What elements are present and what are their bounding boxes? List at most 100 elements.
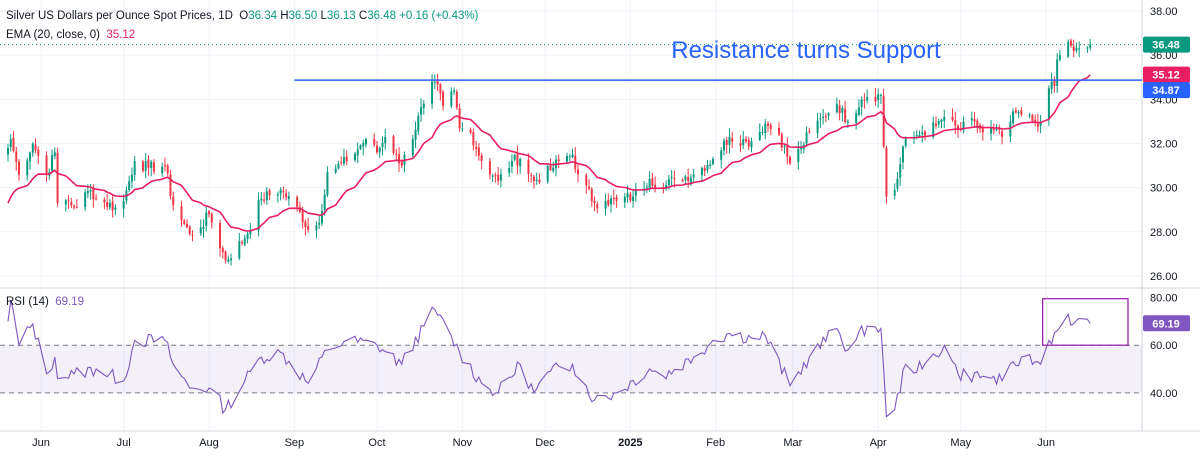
time-tick-label: Apr — [870, 437, 887, 449]
candle-body — [453, 90, 456, 92]
candle-body — [455, 91, 458, 108]
candle-body — [298, 207, 301, 212]
ema-price-tag: 35.12 — [1152, 70, 1180, 82]
candle-body — [318, 222, 321, 225]
candle-body — [863, 99, 866, 101]
candle-body — [1039, 121, 1042, 126]
candle-body — [546, 165, 549, 182]
candle-body — [243, 238, 246, 245]
candle-body — [681, 179, 684, 182]
candle-body — [860, 99, 863, 108]
candle-body — [304, 221, 307, 228]
candle-body — [557, 159, 560, 162]
candle-body — [934, 123, 937, 126]
candle-body — [249, 230, 252, 235]
candle-body — [384, 136, 387, 144]
change-value: +0.16 (+0.43%) — [399, 10, 479, 22]
resistance-price-tag: 34.87 — [1152, 85, 1180, 97]
rsi-highlight-box — [1041, 298, 1129, 346]
candle-body — [334, 168, 337, 173]
rsi-panel — [0, 298, 1142, 418]
candle-body — [472, 132, 475, 146]
time-tick-label: Mar — [783, 437, 802, 449]
candle-body — [720, 150, 723, 160]
candle-body — [166, 165, 169, 174]
candle-body — [951, 116, 954, 121]
candle-body — [566, 156, 568, 162]
candle-body — [552, 167, 555, 171]
candle-body — [320, 211, 323, 224]
candle-body — [970, 118, 973, 121]
rsi-value-tag: 69.19 — [1152, 318, 1180, 330]
candle-body — [315, 225, 318, 231]
candle-body — [1072, 46, 1075, 51]
candle-body — [568, 156, 571, 158]
candle-body — [673, 178, 676, 180]
candle-body — [103, 199, 106, 203]
grid — [0, 0, 1200, 432]
candle-body — [612, 197, 615, 199]
candle-body — [64, 200, 67, 205]
candle-body — [879, 94, 882, 96]
last-price-tag-bg — [1143, 36, 1190, 53]
candle-body — [326, 172, 329, 196]
candle-body — [202, 226, 205, 230]
candle-body — [73, 205, 76, 208]
candle-body — [205, 212, 208, 226]
candle-body — [210, 213, 213, 223]
candle-body — [450, 91, 453, 107]
candle-body — [499, 174, 502, 181]
price-tick-label: 32.00 — [1150, 139, 1178, 151]
candle-body — [84, 192, 87, 208]
candle-body — [816, 120, 819, 134]
candle-body — [133, 161, 136, 175]
candle-body — [838, 105, 841, 114]
time-tick-label: Dec — [535, 437, 555, 449]
candle-body — [257, 200, 260, 231]
candle-body — [684, 176, 687, 181]
candle-body — [144, 161, 147, 172]
time-tick-label: Jun — [1037, 437, 1055, 449]
candle-body — [494, 175, 497, 177]
candle-body — [1036, 122, 1039, 127]
candle-body — [1056, 59, 1059, 86]
candle-body — [362, 142, 365, 147]
candle-body — [648, 178, 651, 189]
candle-body — [1089, 44, 1092, 48]
candle-body — [767, 123, 770, 127]
candle-body — [442, 91, 445, 106]
candle-body — [513, 154, 516, 160]
candle-body — [106, 202, 109, 207]
candle-body — [433, 81, 436, 83]
candle-body — [805, 132, 808, 144]
candle-body — [147, 159, 150, 168]
candle-body — [70, 202, 73, 206]
candle-body — [185, 223, 188, 228]
resistance-price-tag-bg — [1143, 82, 1190, 99]
candle-body — [995, 128, 998, 130]
candle-body — [95, 198, 98, 200]
candle-body — [538, 179, 541, 183]
candle-body — [665, 184, 668, 189]
candle-body — [1067, 41, 1070, 57]
rsi-tick-label: 40.00 — [1150, 388, 1178, 400]
candle-body — [477, 147, 480, 156]
candle-body — [1075, 47, 1078, 51]
ema-legend: EMA (20, close, 0) 35.12 — [6, 29, 135, 41]
low-label: L — [320, 10, 327, 22]
candle-body — [323, 194, 326, 211]
candle-body — [381, 142, 384, 148]
candle-body — [230, 258, 233, 261]
candle-body — [265, 191, 268, 201]
time-tick-label: Oct — [368, 437, 385, 449]
candle-body — [199, 227, 202, 234]
close-label: C — [358, 10, 368, 22]
time-tick-label: 2025 — [618, 437, 642, 449]
close-value: 36.48 — [367, 10, 396, 22]
candle-body — [411, 139, 414, 156]
candle-body — [1028, 114, 1031, 116]
candle-body — [431, 81, 434, 104]
candle-body — [711, 158, 714, 165]
candle-body — [962, 121, 965, 131]
